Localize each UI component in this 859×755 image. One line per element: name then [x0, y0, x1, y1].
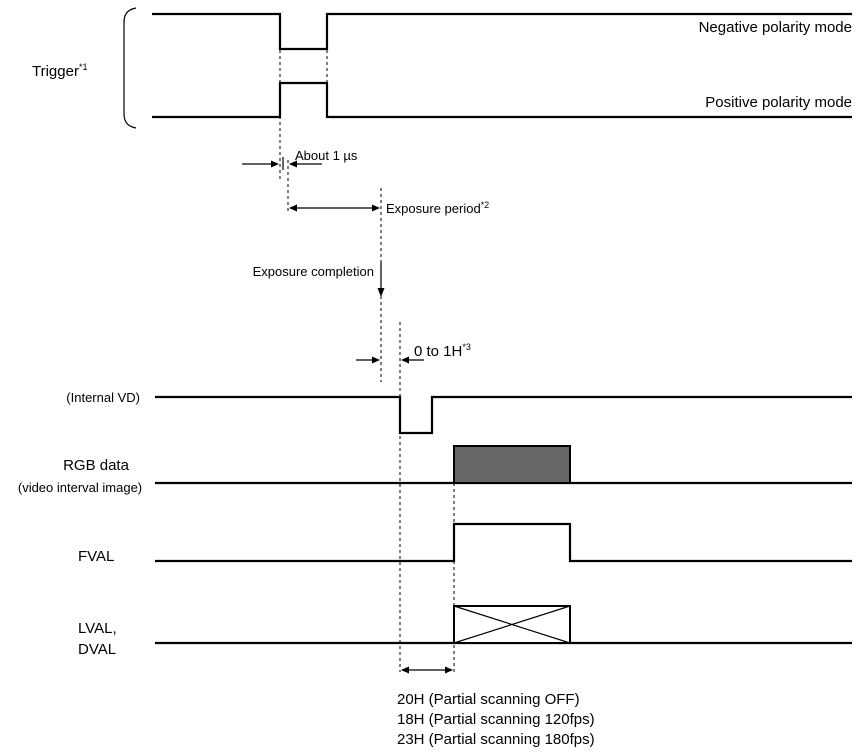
fval-waveform — [155, 524, 852, 561]
delay-arrowhead-left — [401, 667, 409, 674]
delay-note-2: 18H (Partial scanning 120fps) — [397, 711, 595, 728]
about-1us-arrowhead-left — [271, 161, 279, 168]
rgb-data-label: RGB data — [63, 457, 130, 474]
exposure-completion-label: Exposure completion — [253, 264, 374, 279]
exposure-period-arrowhead-right — [372, 205, 380, 212]
rgb-data-block — [454, 446, 570, 483]
about-1us-label: About 1 µs — [295, 148, 358, 163]
rgb-data-sublabel: (video interval image) — [18, 480, 142, 495]
trigger-label: Trigger*1 — [32, 62, 87, 80]
fval-label: FVAL — [78, 548, 114, 565]
delay-arrowhead-right — [445, 667, 453, 674]
trigger-brace — [124, 8, 136, 128]
positive-polarity-label: Positive polarity mode — [705, 94, 852, 111]
exposure-completion-arrowhead — [378, 288, 385, 297]
zero-to-1h-label: 0 to 1H*3 — [414, 342, 471, 360]
zero-to-1h-arrowhead-right — [401, 357, 409, 364]
dval-label: DVAL — [78, 641, 116, 658]
zero-to-1h-arrowhead-left — [372, 357, 380, 364]
exposure-period-label: Exposure period*2 — [386, 200, 489, 216]
delay-note-3: 23H (Partial scanning 180fps) — [397, 731, 595, 748]
lval-label: LVAL, — [78, 620, 117, 637]
internal-vd-waveform — [155, 397, 852, 433]
negative-polarity-label: Negative polarity mode — [699, 19, 852, 36]
delay-note-1: 20H (Partial scanning OFF) — [397, 691, 580, 708]
exposure-period-arrowhead-left — [289, 205, 297, 212]
internal-vd-label: (Internal VD) — [66, 390, 140, 405]
